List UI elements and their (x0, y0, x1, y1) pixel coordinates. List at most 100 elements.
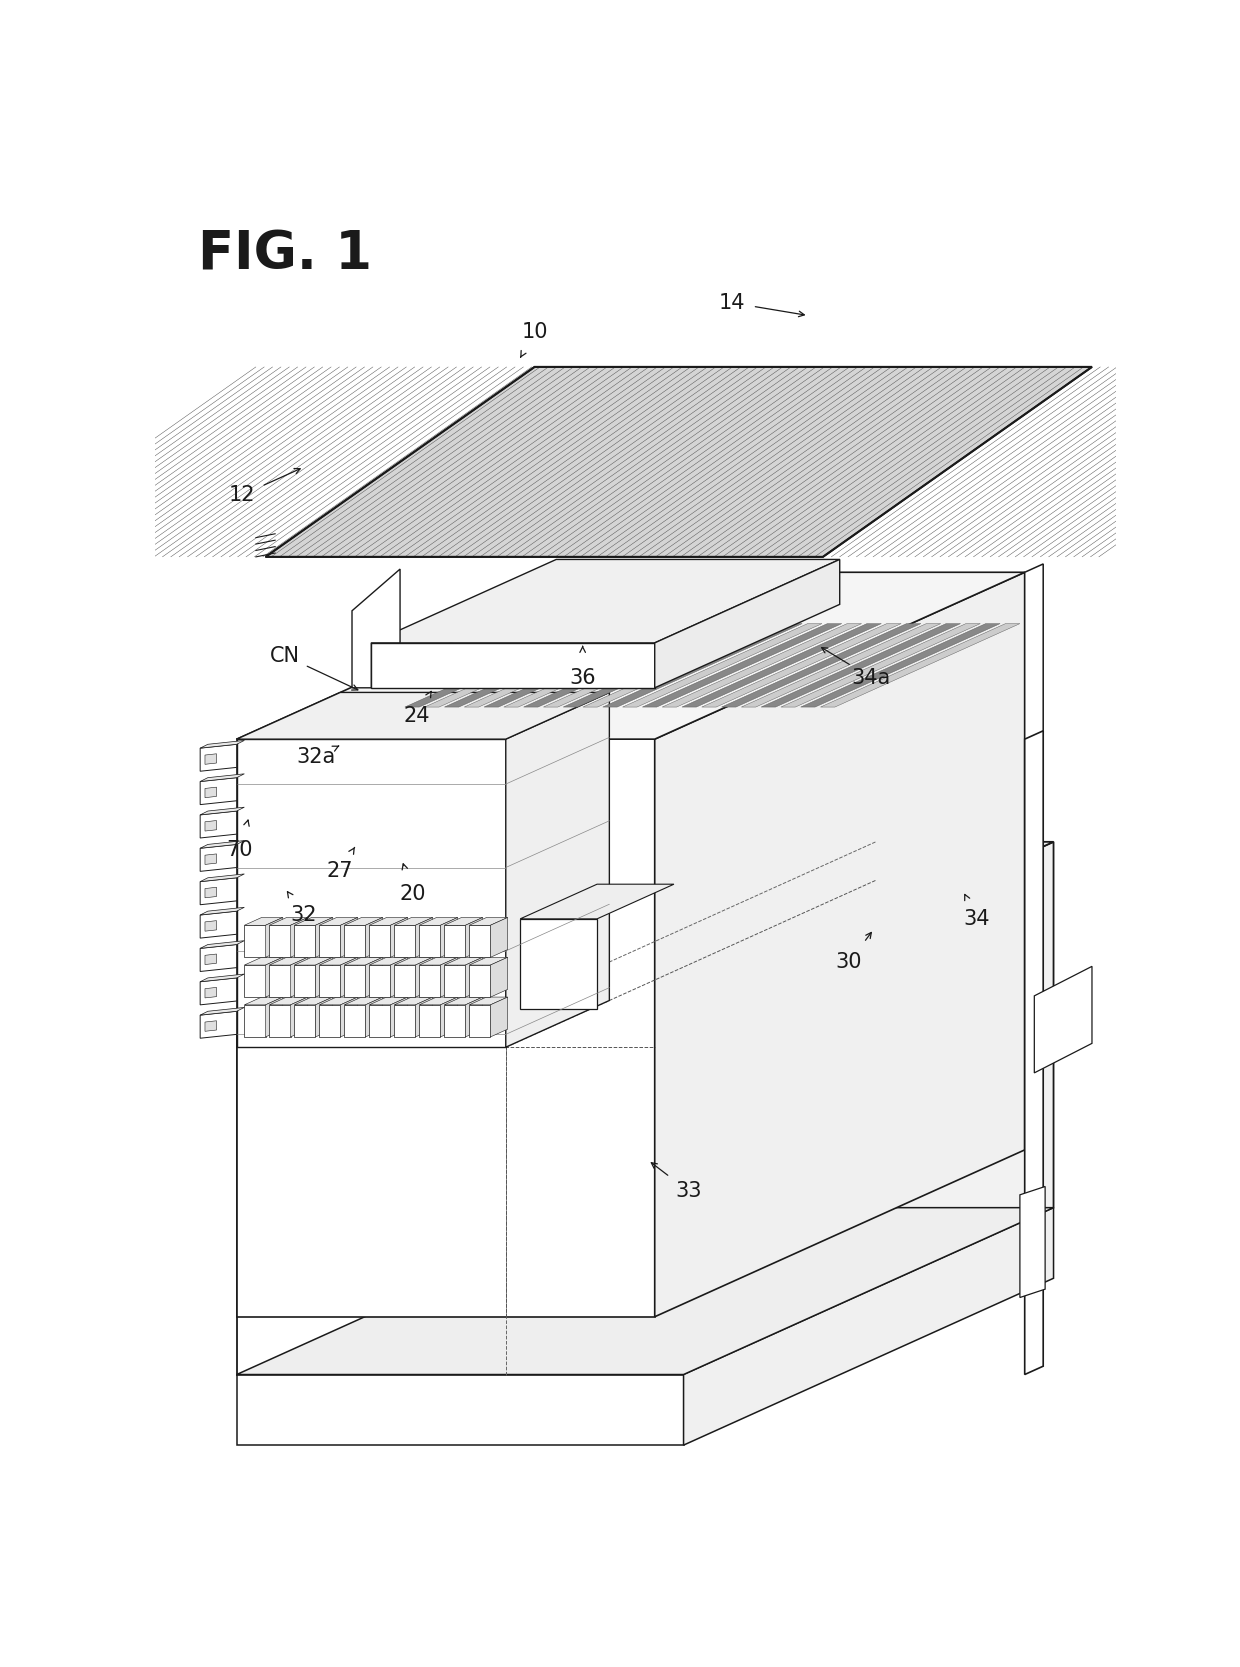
Polygon shape (200, 807, 244, 815)
Polygon shape (200, 840, 244, 849)
Polygon shape (294, 997, 332, 1005)
Polygon shape (200, 907, 244, 915)
Polygon shape (244, 997, 283, 1005)
Polygon shape (370, 957, 408, 965)
Polygon shape (237, 1375, 683, 1445)
Polygon shape (655, 560, 839, 688)
Polygon shape (320, 925, 341, 957)
Polygon shape (294, 957, 332, 965)
Polygon shape (200, 812, 237, 839)
Polygon shape (200, 912, 237, 939)
Polygon shape (294, 965, 315, 997)
Polygon shape (523, 623, 723, 707)
Polygon shape (469, 925, 490, 957)
Polygon shape (563, 623, 763, 707)
Polygon shape (200, 773, 244, 782)
Polygon shape (200, 979, 237, 1005)
Polygon shape (415, 917, 433, 957)
Polygon shape (294, 925, 315, 957)
Polygon shape (603, 623, 802, 707)
Polygon shape (490, 997, 507, 1037)
Polygon shape (490, 917, 507, 957)
Text: 27: 27 (326, 862, 352, 882)
Polygon shape (702, 623, 901, 707)
Text: 34a: 34a (852, 667, 890, 687)
Polygon shape (655, 572, 1024, 1317)
Polygon shape (200, 874, 244, 882)
Polygon shape (265, 997, 283, 1037)
Polygon shape (370, 925, 391, 957)
Text: 34: 34 (963, 909, 990, 929)
Polygon shape (366, 997, 383, 1037)
Polygon shape (341, 997, 357, 1037)
Polygon shape (583, 623, 782, 707)
Polygon shape (200, 740, 244, 748)
Text: 30: 30 (836, 952, 862, 972)
Polygon shape (371, 560, 839, 643)
Polygon shape (484, 623, 683, 707)
Polygon shape (341, 957, 357, 997)
Polygon shape (444, 917, 482, 925)
Polygon shape (394, 925, 415, 957)
Polygon shape (200, 879, 237, 905)
Polygon shape (391, 997, 408, 1037)
Polygon shape (469, 997, 507, 1005)
Polygon shape (200, 743, 237, 772)
Polygon shape (244, 925, 265, 957)
Text: 10: 10 (521, 322, 548, 342)
Polygon shape (683, 842, 1054, 1375)
Polygon shape (370, 997, 408, 1005)
Polygon shape (391, 957, 408, 997)
Polygon shape (490, 957, 507, 997)
Polygon shape (419, 1005, 440, 1037)
Polygon shape (244, 917, 283, 925)
Polygon shape (371, 643, 655, 688)
Polygon shape (237, 738, 506, 1047)
Polygon shape (440, 917, 458, 957)
Polygon shape (205, 920, 217, 932)
Polygon shape (200, 777, 237, 805)
Polygon shape (315, 917, 332, 957)
Polygon shape (370, 917, 408, 925)
Polygon shape (205, 887, 217, 899)
Polygon shape (205, 954, 217, 965)
Polygon shape (1019, 1187, 1045, 1297)
Polygon shape (761, 623, 961, 707)
Polygon shape (469, 1005, 490, 1037)
Polygon shape (345, 957, 383, 965)
Polygon shape (200, 940, 244, 949)
Polygon shape (290, 957, 308, 997)
Text: 70: 70 (227, 840, 253, 860)
Polygon shape (269, 925, 290, 957)
Text: 33: 33 (675, 1180, 702, 1200)
Polygon shape (237, 572, 1024, 738)
Polygon shape (205, 787, 217, 798)
Polygon shape (294, 917, 332, 925)
Polygon shape (444, 997, 482, 1005)
Polygon shape (1024, 730, 1043, 1375)
Text: 24: 24 (403, 707, 429, 727)
Polygon shape (683, 1207, 1054, 1445)
Polygon shape (200, 974, 244, 982)
Polygon shape (345, 917, 383, 925)
Polygon shape (801, 623, 1001, 707)
Polygon shape (742, 623, 941, 707)
Polygon shape (404, 623, 604, 707)
Polygon shape (503, 623, 703, 707)
Polygon shape (265, 957, 283, 997)
Polygon shape (237, 738, 655, 1317)
Polygon shape (440, 997, 458, 1037)
Polygon shape (244, 965, 265, 997)
Polygon shape (370, 965, 391, 997)
Polygon shape (622, 623, 822, 707)
Text: 32: 32 (290, 905, 317, 925)
Polygon shape (200, 945, 237, 972)
Polygon shape (294, 1005, 315, 1037)
Polygon shape (444, 925, 465, 957)
Polygon shape (269, 1005, 290, 1037)
Polygon shape (320, 1005, 341, 1037)
Polygon shape (352, 568, 401, 688)
Polygon shape (419, 917, 458, 925)
Polygon shape (345, 965, 366, 997)
Polygon shape (469, 917, 507, 925)
